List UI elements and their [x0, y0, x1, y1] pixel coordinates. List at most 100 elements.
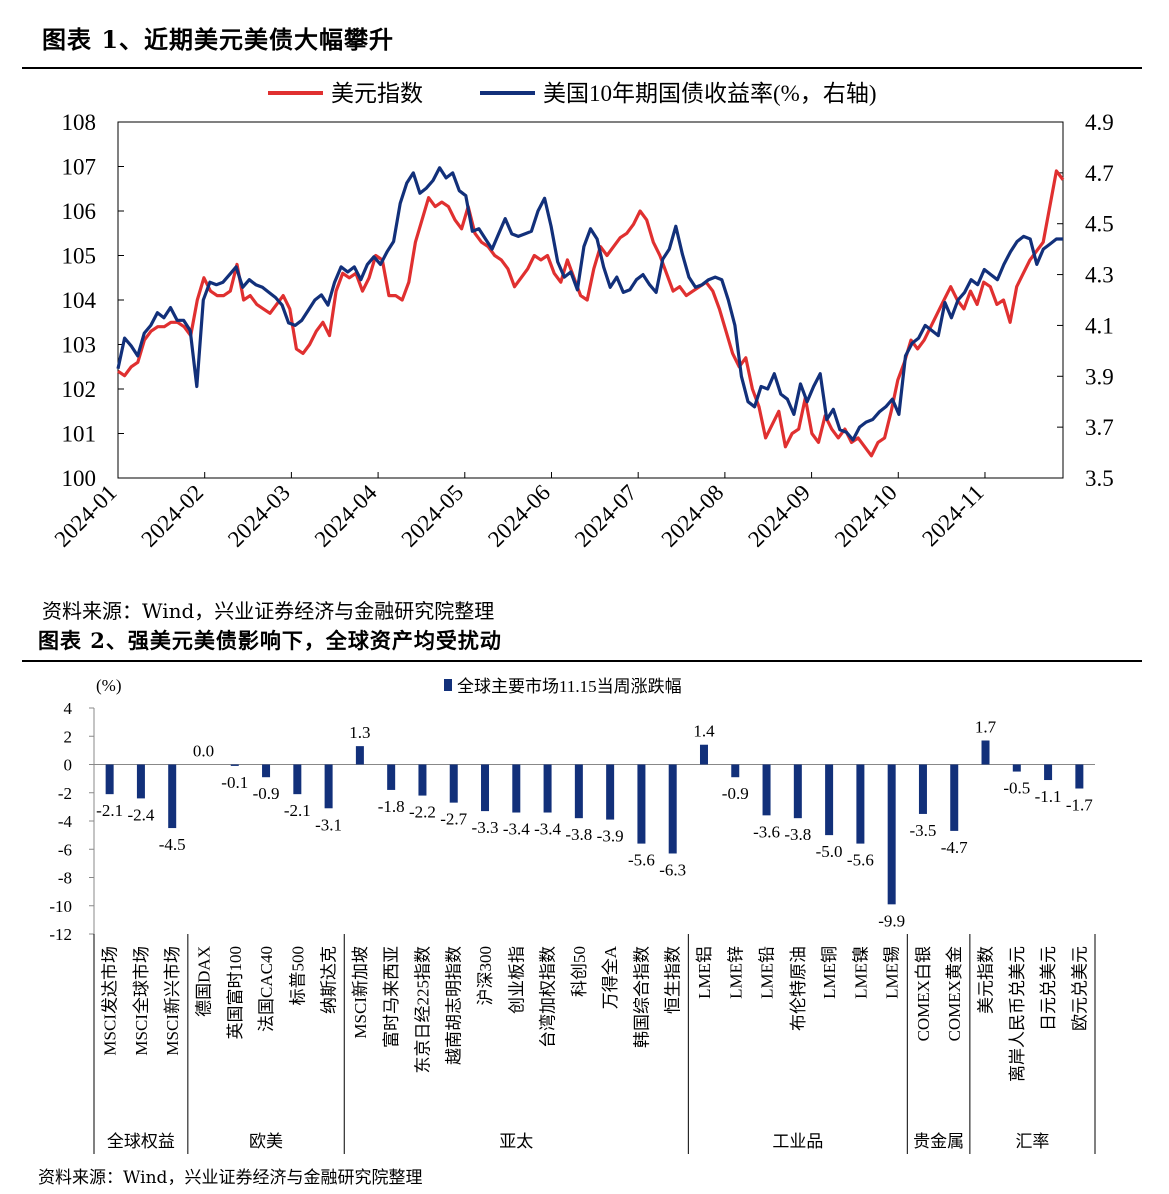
chart2: 4 2 0 -2 -4 -6 -8 -10 -12 (%) 全球主要市场11.15当周涨跌幅 -2.1…: [49, 676, 1096, 1154]
bar-value-label: -0.9: [722, 784, 749, 803]
bar-value-label: 1.7: [975, 717, 997, 736]
x-tick-label: 2024-02: [136, 480, 208, 552]
bar-value-label: -3.5: [909, 821, 936, 840]
y-tick-label: 2: [64, 727, 73, 746]
unit-label: (%): [96, 676, 121, 695]
y-tick-label: -8: [58, 869, 72, 888]
legend-swatch: [444, 679, 452, 691]
x-tick-label: 2024-06: [483, 480, 555, 552]
category-label: MSCI新兴市场: [163, 946, 182, 1056]
category-label: 布伦特原油: [789, 946, 808, 1031]
bar: [1012, 764, 1021, 772]
bar-value-label: -1.8: [378, 797, 405, 816]
category-label: 越南胡志明指数: [445, 946, 464, 1065]
left-tick-label: 101: [62, 422, 97, 447]
bar: [887, 764, 896, 905]
bar: [1044, 764, 1053, 781]
bar: [762, 764, 771, 816]
category-label: 标普500: [288, 946, 307, 1006]
bar: [981, 740, 990, 765]
y-tick-label: 4: [64, 699, 73, 718]
left-tick-label: 104: [62, 288, 97, 313]
category-label: 万得全A: [601, 945, 620, 1009]
category-label: 东京日经225指数: [413, 946, 432, 1074]
bar: [950, 764, 959, 831]
bar-value-label: -5.6: [628, 851, 655, 870]
bar-value-label: -1.7: [1066, 796, 1093, 815]
bar-value-label: -2.2: [409, 803, 436, 822]
category-label: 科创50: [570, 946, 589, 997]
bar: [324, 764, 333, 809]
y-tick-label: 0: [64, 756, 73, 775]
right-tick-label: 4.5: [1085, 212, 1114, 237]
bar: [168, 764, 177, 829]
category-label: 德国DAX: [194, 946, 213, 1017]
left-tick-label: 108: [62, 110, 97, 135]
bar: [262, 764, 271, 778]
category-label: 法国CAC40: [257, 946, 276, 1032]
y-tick-label: -12: [49, 925, 72, 944]
category-label: 纳斯达克: [320, 946, 339, 1014]
bar-value-label: -1.1: [1035, 787, 1062, 806]
x-tick-label: 2024-05: [396, 480, 468, 552]
y-tick-label: -2: [58, 784, 72, 803]
bar-value-label: -6.3: [659, 860, 686, 879]
bar: [293, 764, 302, 795]
bar-value-label: -4.5: [159, 835, 186, 854]
right-tick-label: 3.9: [1085, 364, 1114, 389]
category-label: MSCI全球市场: [132, 946, 151, 1056]
chart2-title: 图表 2、强美元美债影响下，全球资产均受扰动: [38, 628, 502, 653]
category-label: 沪深300: [476, 946, 495, 1006]
bar-value-label: -5.6: [847, 851, 874, 870]
x-tick-label: 2024-07: [570, 480, 642, 552]
bar-value-label: 1.3: [349, 723, 370, 742]
right-tick-label: 4.3: [1085, 263, 1114, 288]
bar: [918, 764, 927, 814]
x-tick-label: 2024-03: [223, 480, 295, 552]
bar: [355, 746, 364, 765]
bar: [1075, 764, 1084, 789]
group-label: 工业品: [772, 1132, 823, 1151]
category-label: 美元指数: [977, 946, 996, 1014]
right-tick-label: 4.7: [1085, 161, 1114, 186]
bar-value-label: -3.1: [315, 815, 342, 834]
group-label: 全球权益: [107, 1132, 175, 1151]
category-label: 台湾加权指数: [539, 946, 558, 1048]
left-tick-label: 100: [62, 466, 97, 491]
bar-value-label: -2.1: [284, 801, 311, 820]
x-tick-label: 2024-10: [830, 480, 902, 552]
category-label: 日元兑美元: [1039, 946, 1058, 1031]
right-tick-label: 4.1: [1085, 313, 1114, 338]
bar: [449, 764, 458, 803]
legend-label: 全球主要市场11.15当周涨跌幅: [457, 677, 682, 696]
category-label: COMEX黄金: [945, 946, 964, 1041]
y-tick-label: -4: [58, 812, 73, 831]
bar-value-label: -0.5: [1003, 779, 1030, 798]
right-tick-label: 3.5: [1085, 466, 1114, 491]
y-tick-label: -6: [58, 840, 72, 859]
category-label: LME铝: [695, 946, 714, 999]
chart2-source: 资料来源：Wind，兴业证券经济与金融研究院整理: [38, 1168, 423, 1188]
bar-value-label: -3.4: [503, 820, 530, 839]
bar: [731, 764, 740, 778]
category-label: 创业板指: [507, 946, 526, 1014]
bar-value-label: -2.1: [96, 801, 123, 820]
category-label: 离岸人民币兑美元: [1008, 946, 1027, 1082]
category-label: 富时马来西亚: [382, 946, 401, 1048]
bar-value-label: -3.8: [784, 825, 811, 844]
right-tick-label: 4.9: [1085, 110, 1114, 135]
category-label: 英国富时100: [226, 946, 245, 1040]
y-tick-label: -10: [49, 897, 72, 916]
group-label: 贵金属: [913, 1132, 964, 1151]
bar: [105, 764, 114, 795]
bar-value-label: -3.8: [565, 825, 592, 844]
group-label: 汇率: [1015, 1132, 1049, 1151]
bar-value-label: -0.1: [221, 773, 248, 792]
bar-value-label: -9.9: [878, 911, 905, 930]
category-label: LME铅: [758, 946, 777, 999]
chart1: 100 101 102 103 104 105 106 107 108 3.5 3.7 3.9 4.1 4…: [50, 81, 1114, 552]
category-label: 恒生指数: [664, 946, 683, 1014]
left-tick-label: 106: [62, 199, 97, 224]
x-tick-label: 2024-11: [917, 480, 988, 551]
bar-value-label: -3.4: [534, 820, 561, 839]
